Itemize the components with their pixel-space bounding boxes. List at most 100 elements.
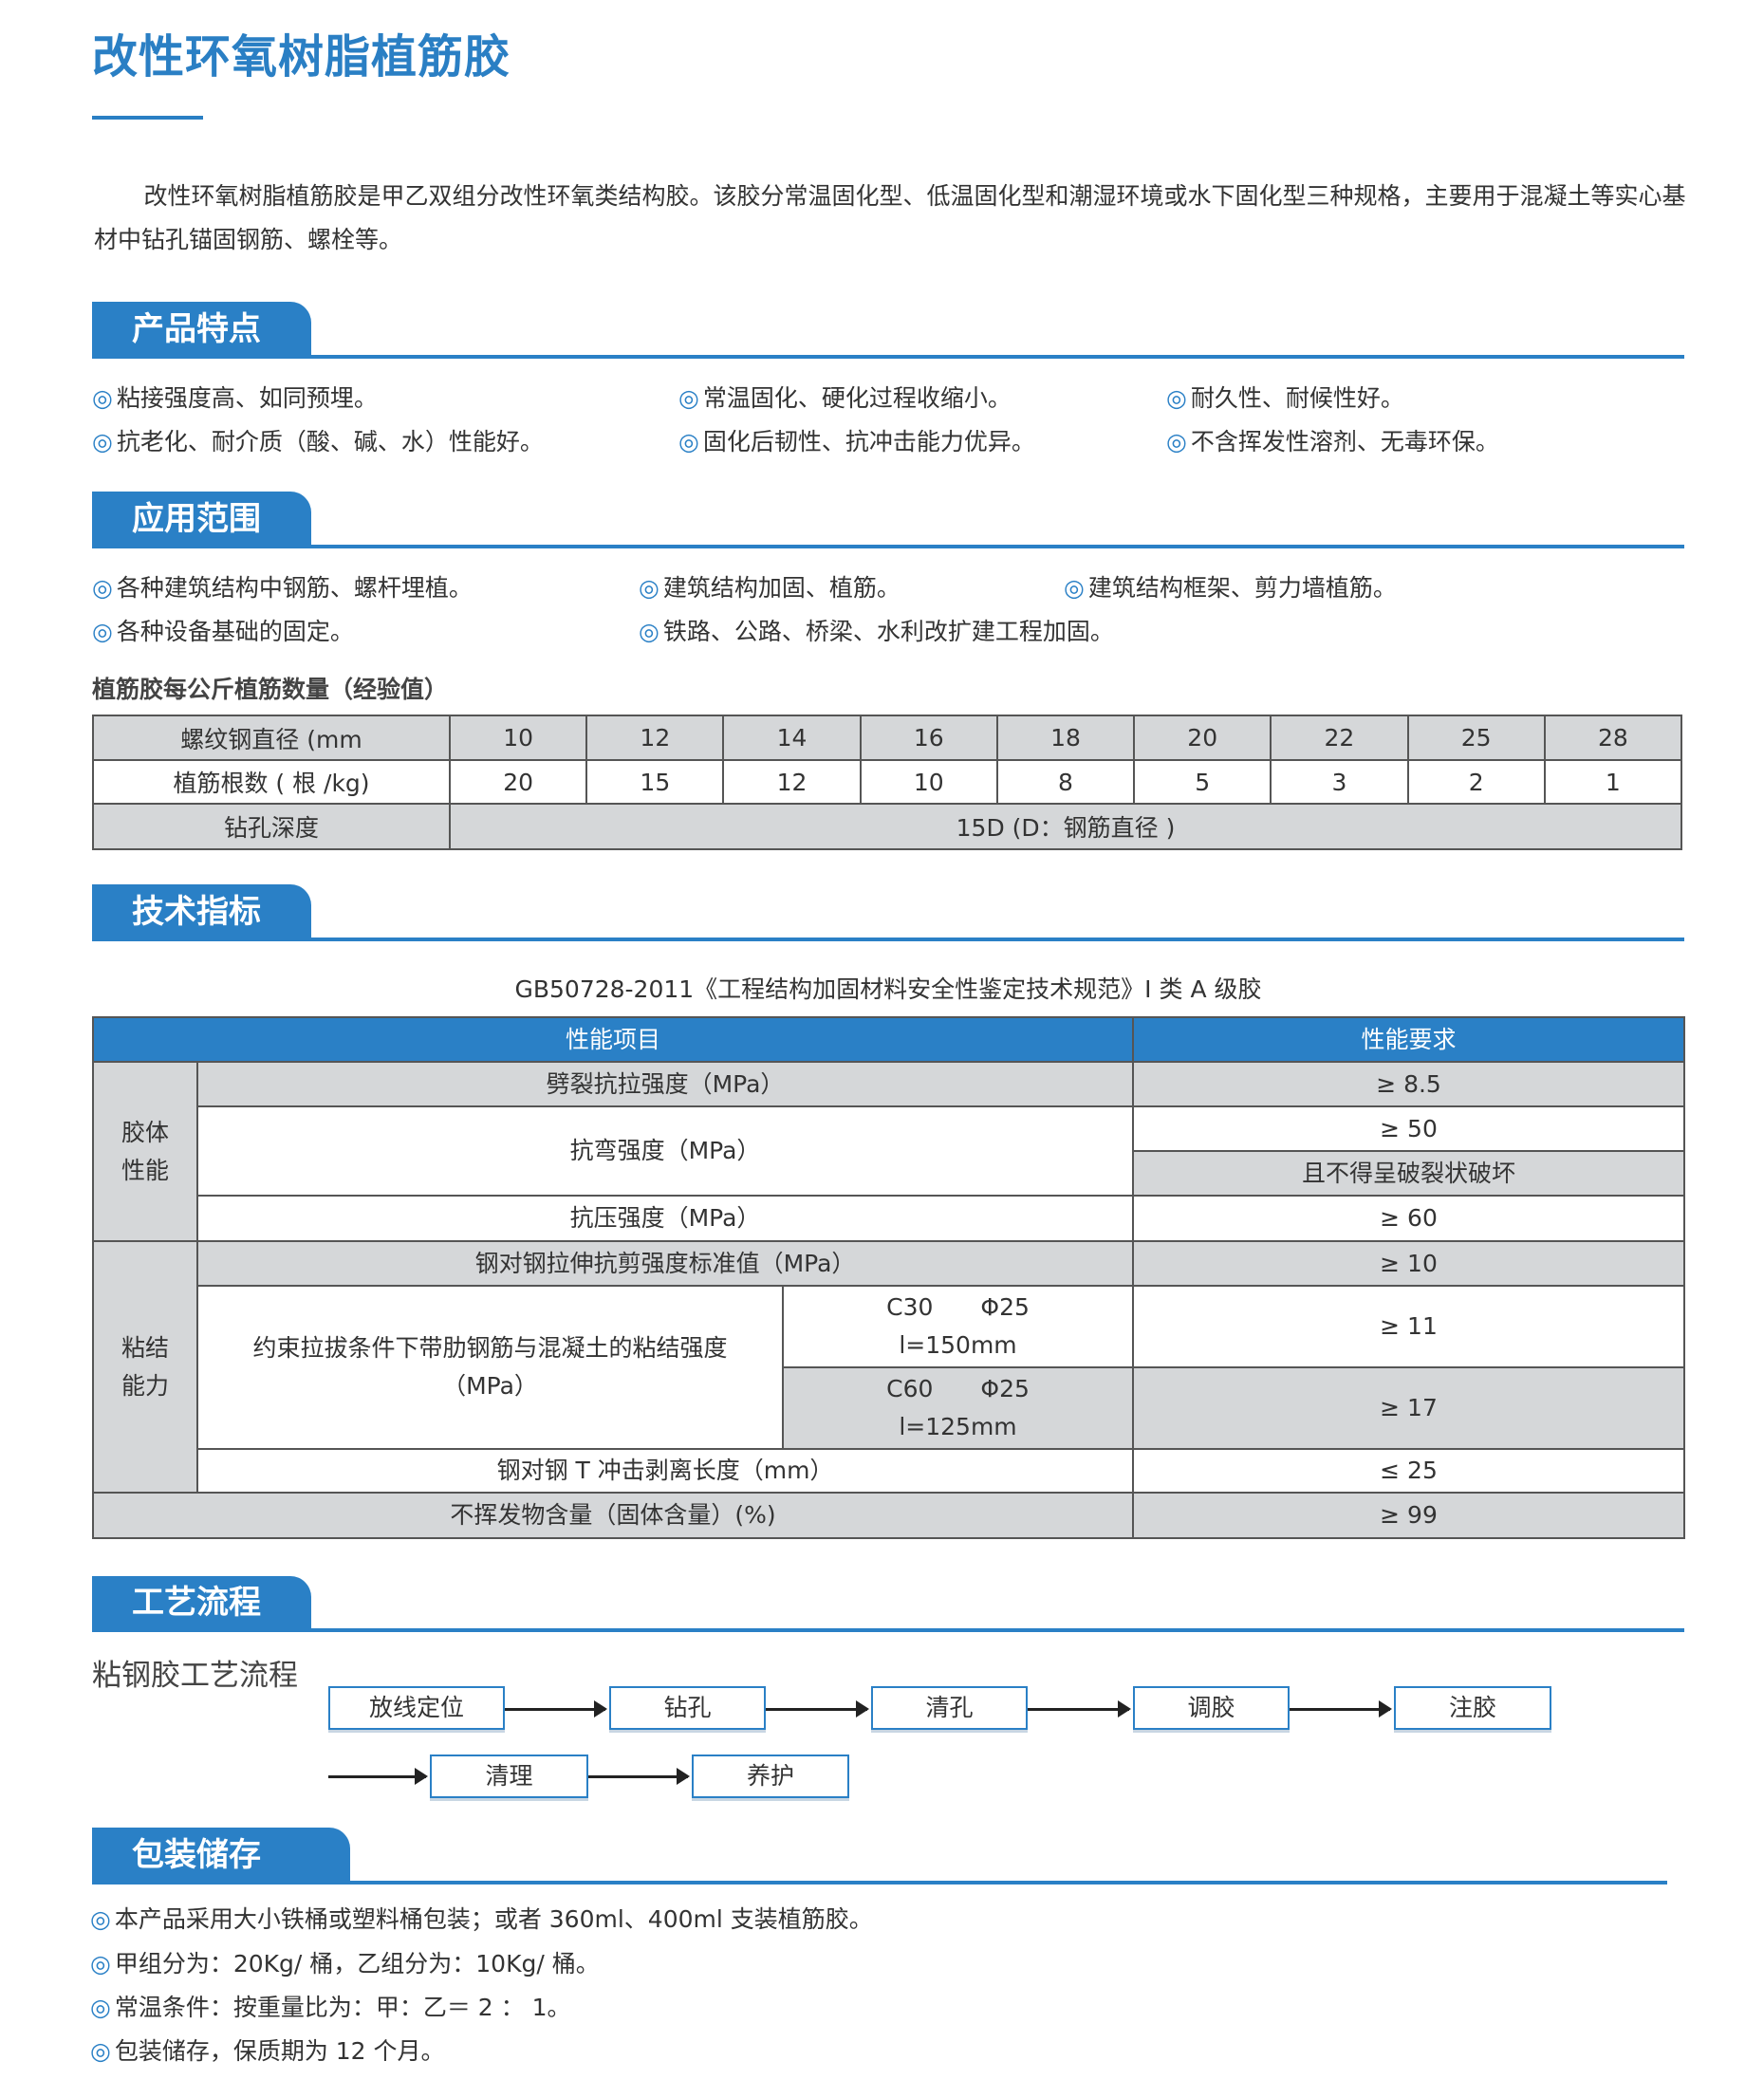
tech-spec-table: 性能项目 性能要求 胶体 性能 劈裂抗拉强度（MPa） ≥ 8.5 抗弯强度（MPa）… (91, 1016, 1686, 1539)
section-heading-applications: 应用范围 (92, 492, 311, 548)
spec-item: 劈裂抗拉强度（MPa） (195, 1061, 1135, 1107)
row-label: 螺纹钢直径 (mm (92, 715, 451, 761)
arrow-right-icon (1290, 1700, 1392, 1717)
arrow-right-icon (505, 1700, 607, 1717)
diameter-cell: 28 (1543, 715, 1683, 761)
spec-value: ≤ 25 (1132, 1448, 1686, 1494)
feature-item: ◎ 固化后韧性、抗冲击能力优异。 (678, 423, 1035, 457)
application-text: 建筑结构框架、剪力墙植筋。 (1087, 574, 1397, 602)
spec-condition: C30 Φ25 l=150mm (781, 1285, 1135, 1368)
application-text: 各种建筑结构中钢筋、螺杆埋植。 (116, 574, 473, 602)
row-label: 钻孔深度 (92, 803, 451, 850)
arrow-right-icon (766, 1700, 869, 1717)
packaging-text: 甲组分为：20Kg/ 桶，乙组分为：10Kg/ 桶。 (114, 1950, 600, 1977)
count-cell: 1 (1543, 759, 1683, 805)
rebar-table: 螺纹钢直径 (mm 10 12 14 16 18 20 22 25 28 植筋根数 ( 根 /kg… (92, 715, 1683, 850)
spec-item: 钢对钢拉伸抗剪强度标准值（MPa） (195, 1240, 1135, 1287)
bullet-icon: ◎ (678, 384, 699, 412)
spec-item: 钢对钢 T 冲击剥离长度（mm） (195, 1448, 1135, 1494)
feature-item: ◎ 耐久性、耐候性好。 (1166, 380, 1404, 414)
packaging-text: 本产品采用大小铁桶或塑料桶包装；或者 360ml、400ml 支装植筋胶。 (114, 1905, 873, 1933)
page-title: 改性环氧树脂植筋胶 (92, 30, 511, 84)
application-text: 各种设备基础的固定。 (116, 618, 354, 645)
bullet-icon: ◎ (90, 2037, 111, 2065)
spec-value: ≥ 8.5 (1132, 1061, 1686, 1107)
packaging-item: ◎ 包装储存，保质期为 12 个月。 (90, 2033, 445, 2067)
section-heading-process: 工艺流程 (92, 1576, 311, 1630)
arrow-right-icon (1028, 1700, 1131, 1717)
bullet-icon: ◎ (92, 428, 113, 455)
group-label: 粘结 能力 (92, 1240, 198, 1494)
diameter-cell: 20 (1133, 715, 1272, 761)
diameter-cell: 18 (995, 715, 1136, 761)
process-step: 放线定位 (328, 1686, 505, 1730)
section-divider (92, 545, 1684, 548)
bullet-icon: ◎ (92, 384, 113, 412)
application-item: ◎ 铁路、公路、桥梁、水利改扩建工程加固。 (639, 613, 1114, 647)
feature-text: 固化后韧性、抗冲击能力优异。 (702, 428, 1035, 455)
feature-item: ◎ 粘接强度高、如同预埋。 (92, 380, 378, 414)
count-cell: 10 (859, 759, 998, 805)
count-cell: 8 (995, 759, 1136, 805)
spec-item: 约束拉拔条件下带肋钢筋与混凝土的粘结强度 （MPa） (196, 1285, 784, 1450)
count-cell: 15 (585, 759, 725, 805)
spec-condition: C60 Φ25 l=125mm (781, 1366, 1135, 1450)
depth-value: 15D (D：钢筋直径 ) (449, 803, 1682, 850)
process-step: 清理 (430, 1755, 588, 1798)
bullet-icon: ◎ (90, 1950, 111, 1977)
bullet-icon: ◎ (678, 428, 699, 455)
section-heading-tech: 技术指标 (92, 884, 311, 940)
section-heading-packaging: 包装储存 (92, 1828, 350, 1884)
count-row: 植筋根数 ( 根 /kg) 20 15 12 10 8 5 3 2 1 (92, 759, 1683, 805)
arrow-right-icon (588, 1768, 690, 1785)
process-step: 注胶 (1394, 1686, 1551, 1730)
application-item: ◎ 建筑结构加固、植筋。 (639, 569, 901, 603)
spec-item: 抗弯强度（MPa） (195, 1105, 1135, 1197)
count-cell: 12 (722, 759, 862, 805)
row-label: 植筋根数 ( 根 /kg) (92, 759, 451, 805)
diameter-cell: 14 (722, 715, 862, 761)
feature-item: ◎ 不含挥发性溶剂、无毒环保。 (1166, 423, 1499, 457)
count-cell: 20 (448, 759, 588, 805)
process-step: 钻孔 (609, 1686, 766, 1730)
header-item: 性能项目 (91, 1016, 1135, 1063)
application-item: ◎ 建筑结构框架、剪力墙植筋。 (1064, 569, 1397, 603)
section-divider (92, 355, 1684, 359)
feature-text: 粘接强度高、如同预埋。 (116, 384, 378, 412)
feature-text: 常温固化、硬化过程收缩小。 (702, 384, 1012, 412)
process-step: 调胶 (1133, 1686, 1290, 1730)
feature-text: 抗老化、耐介质（酸、碱、水）性能好。 (116, 428, 544, 455)
group-label: 胶体 性能 (92, 1061, 198, 1242)
application-text: 铁路、公路、桥梁、水利改扩建工程加固。 (662, 618, 1114, 645)
spec-value: ≥ 11 (1132, 1285, 1686, 1368)
bullet-icon: ◎ (92, 574, 113, 602)
diameter-cell: 16 (859, 715, 998, 761)
count-cell: 2 (1406, 759, 1546, 805)
application-item: ◎ 各种设备基础的固定。 (92, 613, 354, 647)
packaging-text: 常温条件：按重量比为：甲：乙＝ 2 ： 1。 (114, 1994, 571, 2021)
depth-row: 钻孔深度 15D (D：钢筋直径 ) (92, 803, 1682, 850)
standard-reference: GB50728-2011《工程结构加固材料安全性鉴定技术规范》I 类 A 级胶 (514, 975, 1262, 1003)
feature-text: 不含挥发性溶剂、无毒环保。 (1190, 428, 1499, 455)
spec-value: ≥ 17 (1132, 1366, 1686, 1450)
diameter-row: 螺纹钢直径 (mm 10 12 14 16 18 20 22 25 28 (92, 715, 1683, 761)
feature-item: ◎ 常温固化、硬化过程收缩小。 (678, 380, 1012, 414)
bullet-icon: ◎ (639, 618, 659, 645)
bullet-icon: ◎ (1166, 384, 1187, 412)
arrow-right-icon (328, 1768, 428, 1785)
section-divider (92, 1628, 1684, 1632)
diameter-cell: 22 (1270, 715, 1409, 761)
bullet-icon: ◎ (90, 1994, 111, 2021)
diameter-cell: 12 (585, 715, 725, 761)
bullet-icon: ◎ (639, 574, 659, 602)
title-underline (92, 116, 203, 120)
bullet-icon: ◎ (1064, 574, 1085, 602)
section-divider (92, 938, 1684, 941)
spec-value: ≥ 50 (1132, 1105, 1686, 1152)
packaging-item: ◎ 甲组分为：20Kg/ 桶，乙组分为：10Kg/ 桶。 (90, 1945, 600, 1979)
spec-value: ≥ 99 (1132, 1492, 1686, 1539)
intro-paragraph: 改性环氧树脂植筋胶是甲乙双组分改性环氧类结构胶。该胶分常温固化型、低温固化型和潮… (94, 182, 1686, 253)
packaging-item: ◎ 常温条件：按重量比为：甲：乙＝ 2 ： 1。 (90, 1989, 570, 2023)
spec-item: 不挥发物含量（固体含量）(%) (91, 1492, 1135, 1539)
packaging-item: ◎ 本产品采用大小铁桶或塑料桶包装；或者 360ml、400ml 支装植筋胶。 (90, 1901, 873, 1935)
